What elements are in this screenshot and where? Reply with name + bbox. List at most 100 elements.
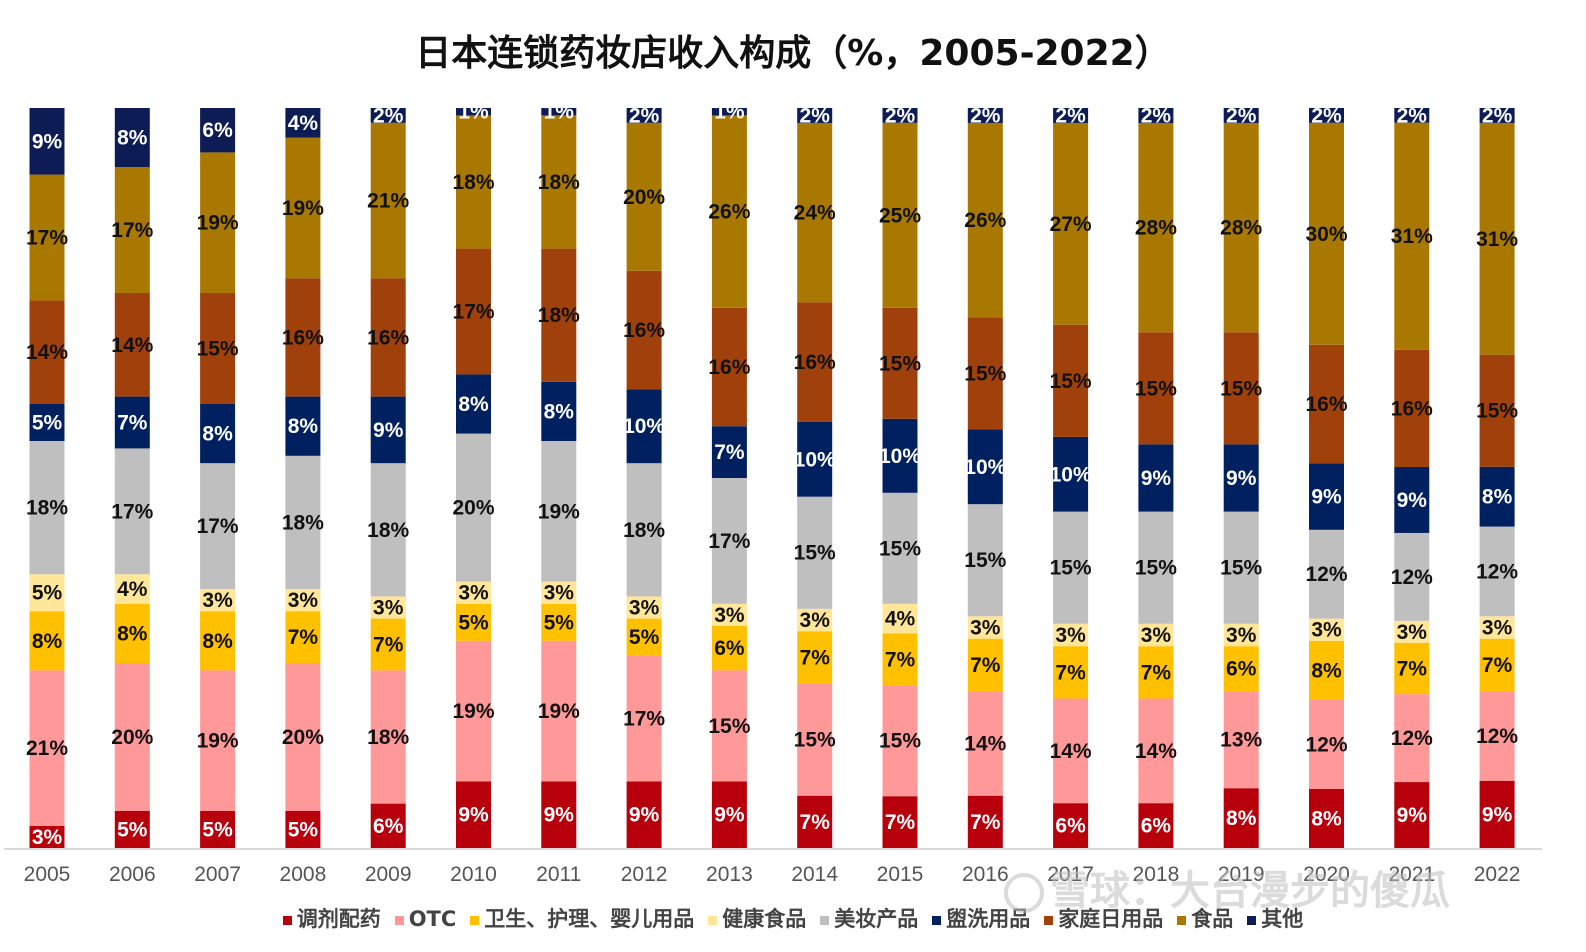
- bar-segment-2009-1: [370, 670, 406, 804]
- bar-segment-2006-7: [114, 167, 150, 293]
- data-label-2006-7: 17%: [111, 219, 153, 242]
- data-label-2021-5: 9%: [1397, 489, 1428, 512]
- bar-segment-2010-6: [456, 248, 491, 375]
- x-tick-labels-layer: 2005 2006 2007 2008 2009 2010 2011 2012 2013 2014…: [24, 863, 1521, 886]
- data-label-2021-7: 31%: [1391, 225, 1433, 248]
- data-label-2010-1: 19%: [452, 700, 494, 723]
- bar-segment-2016-3: [967, 616, 1003, 639]
- data-label-2017-2: 7%: [1055, 661, 1086, 684]
- data-label-2017-7: 27%: [1050, 213, 1092, 236]
- data-label-2009-0: 6%: [373, 815, 404, 838]
- bar-segment-2017-4: [1053, 511, 1089, 624]
- data-label-2007-4: 17%: [197, 515, 239, 538]
- bar-segment-2012-6: [626, 270, 662, 390]
- bar-segment-2009-2: [370, 618, 406, 671]
- bar-segment-2008-6: [285, 278, 321, 397]
- bar-segment-2013-3: [711, 603, 747, 626]
- bar-segment-2006-1: [114, 663, 150, 811]
- data-label-2014-0: 7%: [800, 811, 831, 834]
- bar-segment-2021-6: [1394, 349, 1430, 468]
- data-label-2019-7: 28%: [1220, 217, 1262, 240]
- bar-segment-2010-5: [456, 374, 491, 434]
- bar-segment-2009-6: [370, 278, 406, 397]
- data-label-2012-8: 2%: [629, 104, 660, 127]
- data-label-2015-6: 15%: [879, 352, 921, 375]
- bar-segment-2011-7: [541, 115, 577, 249]
- data-label-2010-8: 1%: [458, 101, 489, 124]
- data-label-2017-4: 15%: [1050, 557, 1092, 580]
- watermark: 雪球：大台漫步的傻瓜: [1004, 858, 1450, 916]
- bar-segment-2022-8: [1479, 108, 1515, 123]
- data-label-2020-2: 8%: [1311, 659, 1342, 682]
- bar-segment-2020-8: [1309, 108, 1344, 123]
- data-label-2012-6: 16%: [623, 319, 665, 342]
- legend-item-0: 调剂配药: [282, 903, 381, 933]
- legend-label: 食品: [1191, 907, 1234, 931]
- data-label-2011-5: 8%: [544, 400, 575, 423]
- data-label-2016-5: 10%: [964, 456, 1006, 479]
- data-label-2007-6: 15%: [197, 338, 239, 361]
- data-label-2021-1: 12%: [1391, 727, 1433, 750]
- data-label-2016-8: 2%: [970, 104, 1001, 127]
- data-label-2018-4: 15%: [1135, 557, 1177, 580]
- data-label-2016-1: 14%: [964, 732, 1006, 755]
- x-tick-label: 2016: [962, 863, 1009, 886]
- bar-segment-2007-0: [200, 811, 236, 848]
- data-label-2011-4: 19%: [538, 500, 580, 523]
- data-label-2009-6: 16%: [367, 326, 409, 349]
- data-label-2022-6: 15%: [1476, 400, 1518, 423]
- bar-segment-2007-4: [200, 463, 236, 589]
- bar-segment-2013-5: [711, 426, 747, 478]
- bar-segment-2020-1: [1309, 700, 1344, 789]
- data-label-2015-1: 15%: [879, 730, 921, 753]
- bar-segment-2005-8: [29, 108, 65, 175]
- bar-segment-2022-3: [1479, 616, 1515, 639]
- legend-swatch: [820, 915, 830, 925]
- data-label-2012-1: 17%: [623, 708, 665, 731]
- bar-segment-2009-3: [370, 596, 406, 619]
- bar-segment-2013-8: [711, 108, 747, 116]
- data-label-2007-2: 8%: [202, 630, 233, 653]
- bar-segment-2006-4: [114, 448, 150, 575]
- bar-segment-2012-8: [626, 108, 662, 123]
- bar-segment-2022-4: [1479, 526, 1515, 617]
- data-label-2022-5: 8%: [1482, 486, 1513, 509]
- legend-swatch: [708, 915, 718, 925]
- bar-segment-2018-3: [1138, 623, 1174, 647]
- bar-segment-2010-2: [456, 603, 491, 641]
- data-label-2018-5: 9%: [1141, 467, 1172, 490]
- bar-segment-2005-2: [29, 611, 65, 671]
- bar-segment-2019-3: [1223, 623, 1259, 647]
- bar-segment-2015-4: [882, 492, 918, 604]
- bar-segment-2011-0: [541, 781, 577, 848]
- bar-segment-2020-3: [1309, 618, 1344, 641]
- data-label-2020-5: 9%: [1311, 486, 1342, 509]
- bar-segment-2019-1: [1223, 691, 1259, 789]
- legend-label: 调剂配药: [296, 907, 381, 931]
- bar-segment-2012-0: [626, 781, 662, 848]
- data-label-2005-0: 3%: [32, 826, 63, 849]
- bar-segment-2007-5: [200, 404, 236, 464]
- bar-segment-2012-3: [626, 596, 662, 619]
- data-label-2019-5: 9%: [1226, 467, 1257, 490]
- bar-segment-2017-1: [1053, 698, 1089, 804]
- bar-segment-2008-3: [285, 589, 321, 612]
- legend-label: OTC: [408, 907, 457, 931]
- legend-item-3: 健康食品: [708, 903, 806, 933]
- bar-segment-2013-4: [711, 478, 747, 604]
- data-label-2013-8: 1%: [714, 101, 745, 124]
- data-label-2015-2: 7%: [885, 648, 916, 671]
- legend-swatch: [932, 915, 942, 925]
- bar-segment-2016-7: [967, 122, 1003, 318]
- data-label-2007-1: 19%: [197, 730, 239, 753]
- x-tick-label: 2010: [450, 863, 497, 886]
- data-label-2008-3: 3%: [288, 589, 319, 612]
- data-label-2009-7: 21%: [367, 190, 409, 213]
- data-label-2014-3: 3%: [800, 609, 831, 632]
- data-label-2011-7: 18%: [538, 171, 580, 194]
- bar-segment-2005-5: [29, 404, 65, 441]
- legend-label: 卫生、护理、婴儿用品: [484, 907, 695, 931]
- bar-segment-2019-4: [1223, 511, 1259, 624]
- bar-segment-2007-6: [200, 293, 236, 404]
- data-label-2010-2: 5%: [458, 611, 489, 634]
